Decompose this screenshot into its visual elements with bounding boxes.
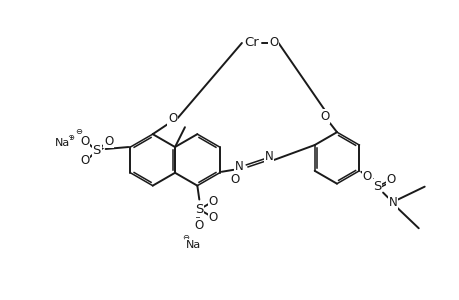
Text: ⊖: ⊖ <box>75 127 82 136</box>
Text: S: S <box>195 203 203 216</box>
Text: ⊖: ⊖ <box>182 233 189 242</box>
Text: O: O <box>104 135 113 148</box>
Text: N: N <box>264 150 273 164</box>
Text: Na: Na <box>54 138 69 148</box>
Text: O: O <box>80 154 89 167</box>
Text: N: N <box>388 196 397 209</box>
Text: O: O <box>168 112 177 125</box>
Text: O: O <box>208 211 218 224</box>
Text: O: O <box>386 173 395 186</box>
Text: O: O <box>194 219 203 232</box>
Text: O: O <box>320 110 329 123</box>
Text: S: S <box>92 145 101 158</box>
Text: N: N <box>235 160 243 173</box>
Text: O: O <box>362 170 371 183</box>
Text: Cr: Cr <box>244 37 258 50</box>
Text: S: S <box>372 180 381 193</box>
Text: ⊕: ⊕ <box>67 133 74 142</box>
Text: Na: Na <box>185 240 201 250</box>
Text: O: O <box>208 195 218 208</box>
Text: O: O <box>269 37 278 50</box>
Text: O: O <box>80 135 89 148</box>
Text: O: O <box>230 173 240 186</box>
